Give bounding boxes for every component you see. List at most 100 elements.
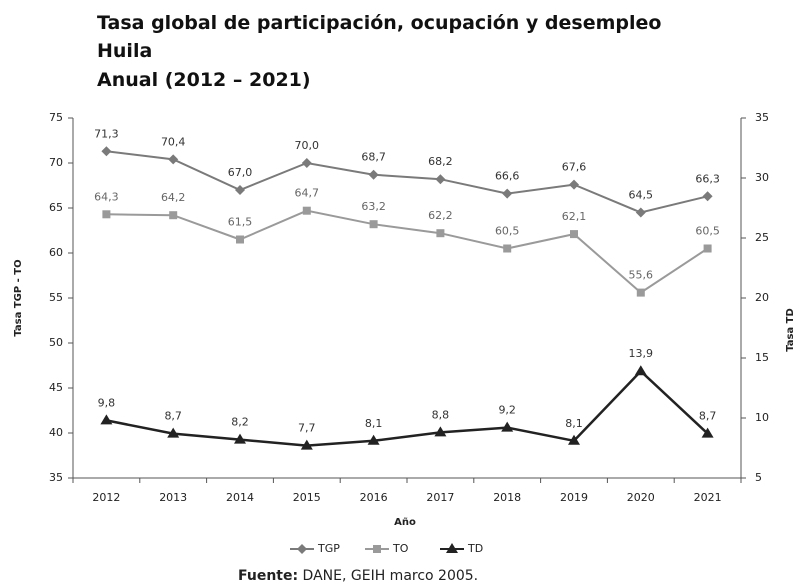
marker: [368, 169, 379, 180]
value-label: 8,1: [365, 417, 383, 430]
y2-tick-label: 30: [755, 171, 769, 184]
value-label: 71,3: [94, 127, 119, 140]
x-tick-label: 2021: [694, 491, 722, 504]
y-tick-label: 35: [49, 471, 63, 484]
marker: [434, 426, 447, 437]
x-tick-label: 2018: [493, 491, 521, 504]
y-tick-label: 40: [49, 426, 63, 439]
marker: [102, 210, 111, 219]
source-label: Fuente:: [238, 568, 298, 584]
marker: [435, 174, 446, 185]
series-line: [106, 209, 709, 294]
marker: [570, 230, 578, 239]
x-tick-label: 2017: [426, 491, 454, 504]
value-label: 66,3: [695, 172, 720, 185]
value-label: 8,8: [432, 408, 450, 421]
x-tick-label: 2014: [226, 491, 254, 504]
value-label: 13,9: [629, 347, 654, 360]
marker: [236, 235, 244, 244]
value-label: 67,6: [562, 161, 587, 174]
y-tick-label: 65: [49, 201, 63, 214]
y-tick-label: 55: [49, 291, 63, 304]
value-label: 64,5: [629, 189, 654, 202]
source: Fuente: DANE, GEIH marco 2005.: [238, 568, 478, 584]
marker: [234, 433, 246, 444]
value-label: 8,1: [565, 417, 583, 430]
value-label: 8,2: [231, 416, 249, 429]
marker: [436, 229, 445, 238]
source-text: DANE, GEIH marco 2005.: [303, 568, 479, 584]
y-tick-label: 70: [49, 156, 63, 169]
marker: [501, 421, 514, 432]
legend: TGP TO TD: [290, 542, 483, 555]
y2-tick-label: 35: [755, 111, 769, 124]
value-label: 60,5: [695, 225, 720, 238]
chart-subtitle: Huila: [97, 40, 152, 62]
marker: [100, 414, 113, 425]
x-tick-label: 2012: [92, 491, 120, 504]
y2-tick-label: 20: [755, 291, 769, 304]
value-label: 64,3: [94, 190, 119, 203]
marker: [168, 154, 179, 165]
series-line: [106, 369, 709, 447]
marker: [302, 206, 311, 215]
value-label: 64,2: [161, 191, 186, 204]
y2-tick-label: 25: [755, 231, 769, 244]
marker: [503, 244, 512, 253]
y2-tick-label: 15: [755, 351, 769, 364]
legend-label: TGP: [317, 542, 340, 555]
marker: [568, 434, 580, 445]
y2-tick-label: 5: [755, 471, 762, 484]
value-label: 60,5: [495, 225, 520, 238]
value-label: 62,2: [428, 209, 453, 222]
x-tick-label: 2020: [627, 491, 655, 504]
y-tick-label: 75: [49, 111, 63, 124]
marker: [297, 544, 307, 554]
x-axis-label: Año: [394, 517, 416, 528]
legend-label: TD: [467, 542, 483, 555]
y2-axis-label: Tasa TD: [785, 308, 796, 352]
marker: [369, 220, 378, 229]
y-tick-label: 50: [49, 336, 63, 349]
value-label: 61,5: [228, 216, 253, 229]
x-tick-label: 2013: [159, 491, 187, 504]
marker: [446, 543, 458, 553]
chart-period: Anual (2012 – 2021): [97, 69, 311, 91]
marker: [634, 365, 647, 376]
marker: [101, 146, 112, 157]
value-label: 64,7: [295, 187, 320, 200]
marker: [702, 191, 713, 202]
value-label: 68,7: [361, 151, 386, 164]
x-tick-label: 2019: [560, 491, 588, 504]
value-label: 63,2: [361, 200, 386, 213]
marker: [569, 179, 579, 190]
value-label: 66,6: [495, 170, 520, 183]
y2-tick-label: 10: [755, 411, 769, 424]
value-label: 55,6: [629, 269, 654, 282]
value-label: 9,2: [498, 404, 516, 417]
marker: [373, 545, 381, 553]
y-tick-label: 45: [49, 381, 63, 394]
marker: [367, 434, 380, 445]
marker: [636, 288, 645, 297]
chart-title: Tasa global de participación, ocupación …: [97, 12, 661, 34]
value-label: 70,4: [161, 135, 186, 148]
marker: [703, 244, 712, 253]
series-line: [106, 150, 708, 214]
marker: [301, 158, 312, 168]
x-tick-label: 2015: [293, 491, 321, 504]
y-axis-label: Tasa TGP - TO: [13, 259, 24, 336]
x-tick-label: 2016: [360, 491, 388, 504]
value-label: 67,0: [228, 166, 253, 179]
marker: [300, 439, 313, 450]
value-label: 70,0: [295, 139, 320, 152]
marker: [635, 207, 646, 218]
value-label: 9,8: [98, 396, 116, 409]
value-label: 62,1: [562, 210, 587, 223]
y-tick-label: 60: [49, 246, 63, 259]
legend-label: TO: [392, 542, 409, 555]
marker: [701, 427, 714, 438]
value-label: 68,2: [428, 155, 453, 168]
marker: [502, 188, 513, 199]
